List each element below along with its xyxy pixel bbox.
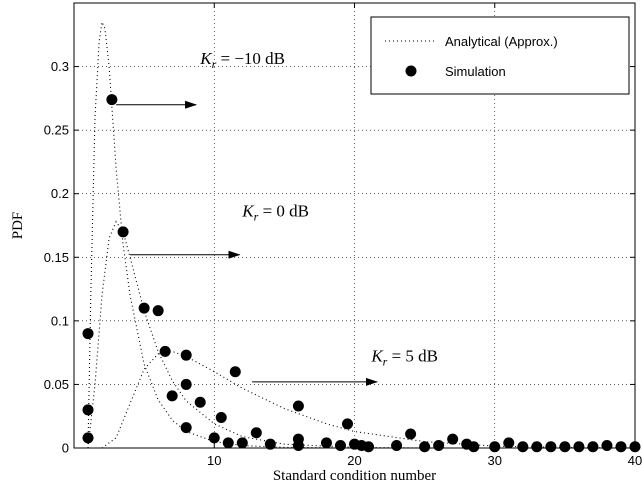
legend-circle-icon (405, 65, 417, 77)
analytical-curve-0 (87, 20, 355, 449)
simulation-point (433, 439, 445, 451)
simulation-points (82, 94, 641, 453)
y-tick-label: 0.15 (44, 250, 69, 265)
simulation-point (82, 432, 94, 444)
y-axis-label: PDF (10, 212, 26, 240)
simulation-point (341, 418, 353, 430)
simulation-point (194, 396, 206, 408)
simulation-point (468, 441, 480, 453)
y-tick-label: 0.1 (51, 313, 69, 328)
legend-box (370, 16, 630, 95)
simulation-point (559, 441, 571, 453)
simulation-point (573, 441, 585, 453)
y-tick-label: 0.2 (51, 186, 69, 201)
axis-ticks: 10 20 30 40 0 0.05 0.1 0.15 0.2 0.25 0.3 (44, 3, 642, 468)
simulation-point (138, 302, 150, 314)
grid-lines (74, 3, 635, 448)
simulation-point (264, 438, 276, 450)
x-axis-label: Standard condition number (273, 468, 436, 484)
y-tick-label: 0.05 (44, 377, 69, 392)
simulation-point (405, 428, 417, 440)
annotation-label: Kr = −10 dB (199, 49, 285, 71)
simulation-point (419, 441, 431, 453)
simulation-point (117, 226, 129, 238)
simulation-point (587, 441, 599, 453)
simulation-point (531, 441, 543, 453)
legend-label-simulation: Simulation (445, 64, 506, 79)
legend-label-analytical: Analytical (Approx.) (445, 34, 558, 49)
simulation-point (215, 411, 227, 423)
simulation-point (250, 427, 262, 439)
simulation-point (320, 437, 332, 449)
simulation-point (236, 437, 248, 449)
annotation-label: Kr = 0 dB (241, 202, 309, 224)
simulation-point (180, 349, 192, 361)
simulation-point (517, 441, 529, 453)
simulation-point (615, 441, 627, 453)
simulation-point (159, 345, 171, 357)
simulation-point (601, 439, 613, 451)
simulation-point (391, 439, 403, 451)
simulation-point (106, 94, 118, 106)
simulation-point (503, 437, 515, 449)
y-tick-label: 0.25 (44, 123, 69, 138)
x-tick-label: 20 (347, 453, 361, 468)
simulation-point (180, 378, 192, 390)
simulation-point (152, 305, 164, 317)
simulation-point (180, 422, 192, 434)
simulation-point (292, 439, 304, 451)
legend: Analytical (Approx.) Simulation (370, 16, 630, 95)
series-group (87, 20, 636, 449)
simulation-point (545, 441, 557, 453)
simulation-point (292, 400, 304, 412)
analytical-curve-1 (87, 220, 425, 449)
x-tick-label: 30 (488, 453, 502, 468)
annotation-label: Kr = 5 dB (370, 347, 438, 369)
simulation-point (363, 441, 375, 453)
simulation-point (229, 366, 241, 378)
simulation-point (208, 432, 220, 444)
x-tick-label: 40 (628, 453, 642, 468)
annotations: Kr = −10 dB Kr = 0 dB Kr = 5 dB (116, 49, 438, 386)
simulation-point (334, 439, 346, 451)
simulation-point (82, 328, 94, 340)
simulation-point (82, 404, 94, 416)
x-tick-label: 10 (207, 453, 221, 468)
simulation-point (222, 437, 234, 449)
analytical-curve-2 (101, 350, 636, 449)
y-tick-label: 0 (62, 441, 69, 456)
simulation-point (166, 390, 178, 402)
y-tick-label: 0.3 (51, 59, 69, 74)
simulation-point (447, 433, 459, 445)
